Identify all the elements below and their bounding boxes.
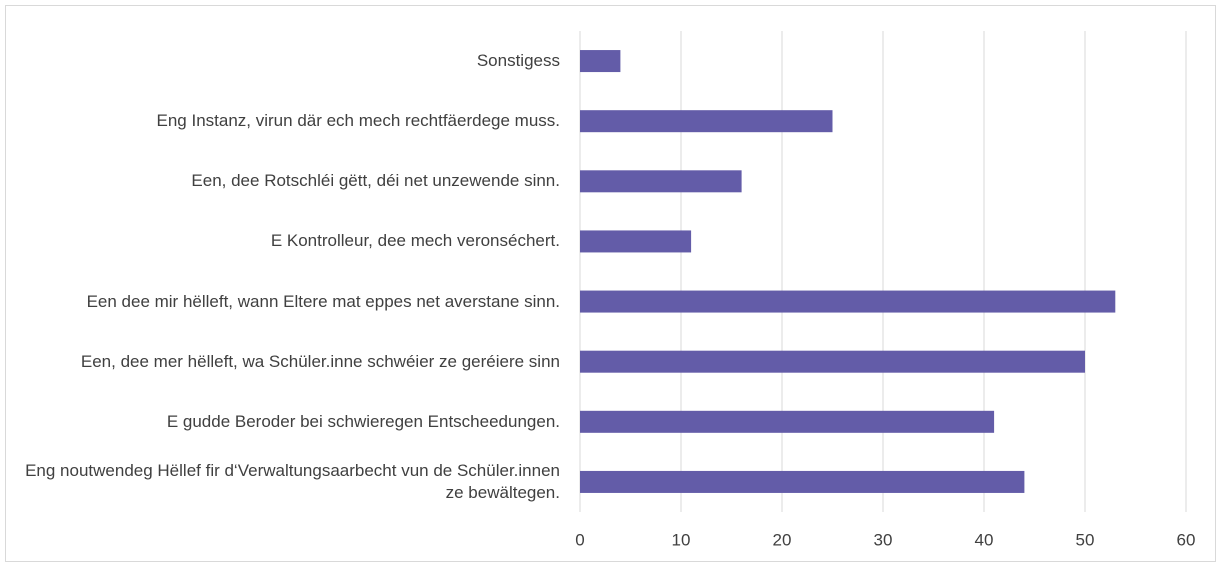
y-tick-label: Een dee mir hëlleft, wann Eltere mat epp… bbox=[86, 291, 560, 311]
x-tick-label: 60 bbox=[1177, 530, 1196, 549]
x-tick-label: 50 bbox=[1076, 530, 1095, 549]
y-tick-label: E gudde Beroder bei schwieregen Entschee… bbox=[166, 411, 560, 431]
y-tick-label: Eng noutwendeg Hëllef fir d‘Verwaltungsa… bbox=[25, 460, 560, 502]
x-tick-label: 0 bbox=[575, 530, 584, 549]
y-tick-label: Sonstigess bbox=[476, 51, 560, 71]
y-tick-label: Een, dee mer hëlleft, wa Schüler.inne sc… bbox=[80, 351, 560, 371]
bar bbox=[580, 230, 692, 253]
y-tick-label: Een, dee Rotschléi gëtt, déi net unzewen… bbox=[191, 171, 560, 191]
bar bbox=[580, 350, 1085, 373]
x-tick-label: 30 bbox=[874, 530, 893, 549]
bar bbox=[580, 410, 995, 433]
bar bbox=[580, 290, 1116, 313]
bar bbox=[580, 110, 833, 133]
x-tick-label: 40 bbox=[975, 530, 994, 549]
bar bbox=[580, 470, 1025, 493]
y-tick-label: E Kontrolleur, dee mech veronséchert. bbox=[270, 231, 560, 251]
x-tick-label: 10 bbox=[672, 530, 691, 549]
x-tick-label: 20 bbox=[773, 530, 792, 549]
chart-border bbox=[5, 5, 1216, 562]
bar bbox=[580, 170, 742, 193]
bar bbox=[580, 50, 621, 73]
y-tick-label: Eng Instanz, virun där ech mech rechtfäe… bbox=[156, 111, 560, 131]
